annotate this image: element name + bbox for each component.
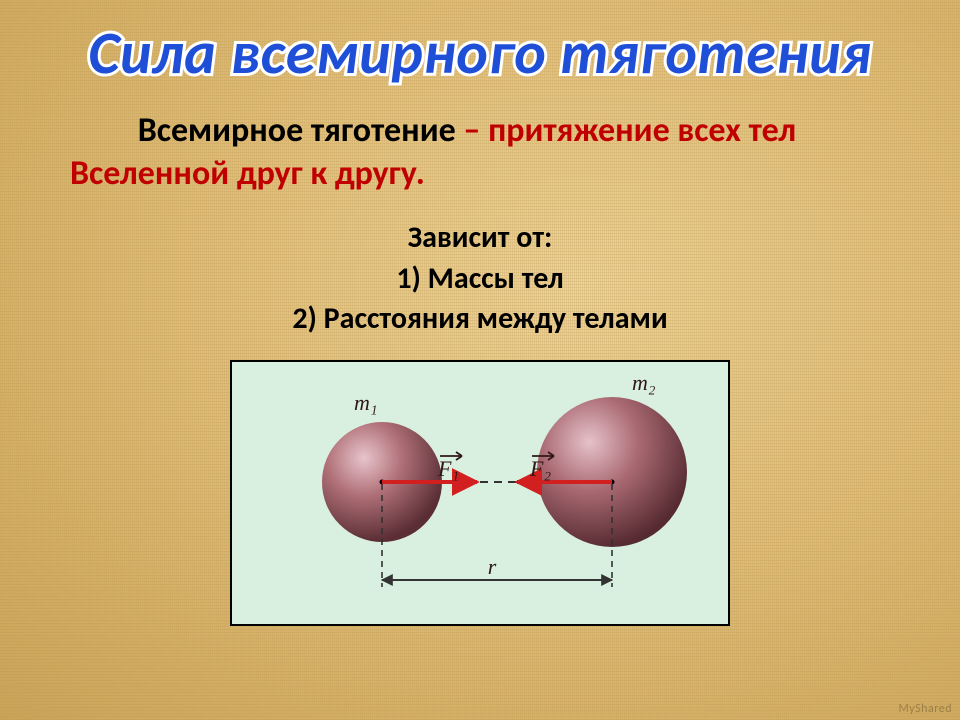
title-text: Сила всемирного тяготения	[88, 17, 871, 90]
gravity-diagram: m₁ m₂ F₁ F₂ r	[230, 360, 730, 626]
slide-title: Сила всемирного тяготения	[0, 8, 960, 102]
depends-block: Зависит от: 1) Массы тел 2) Расстояния м…	[0, 218, 960, 340]
depends-item-2-text: Расстояния между телами	[324, 300, 668, 337]
label-m2: m₂	[632, 370, 656, 395]
definition-term: Всемирное тяготение	[138, 110, 456, 151]
depends-item-1: 1) Массы тел	[0, 259, 960, 300]
definition-block: Всемирное тяготение – притяжение всех те…	[70, 110, 890, 195]
depends-heading: Зависит от:	[0, 218, 960, 259]
label-r: r	[488, 554, 497, 579]
watermark: MyShared	[898, 702, 952, 716]
label-f2: F₂	[529, 456, 551, 481]
title-svg: Сила всемирного тяготения	[0, 8, 960, 98]
depends-item-2: 2) Расстояния между телами	[0, 299, 960, 340]
diagram-svg: m₁ m₂ F₁ F₂ r	[232, 362, 728, 624]
depends-item-1-text: Массы тел	[428, 260, 564, 297]
label-f1: F₁	[437, 456, 459, 481]
definition-sep: –	[456, 110, 488, 151]
label-m1: m₁	[354, 390, 378, 415]
slide-root: Сила всемирного тяготения Всемирное тяго…	[0, 0, 960, 720]
sphere-m2	[537, 397, 687, 547]
